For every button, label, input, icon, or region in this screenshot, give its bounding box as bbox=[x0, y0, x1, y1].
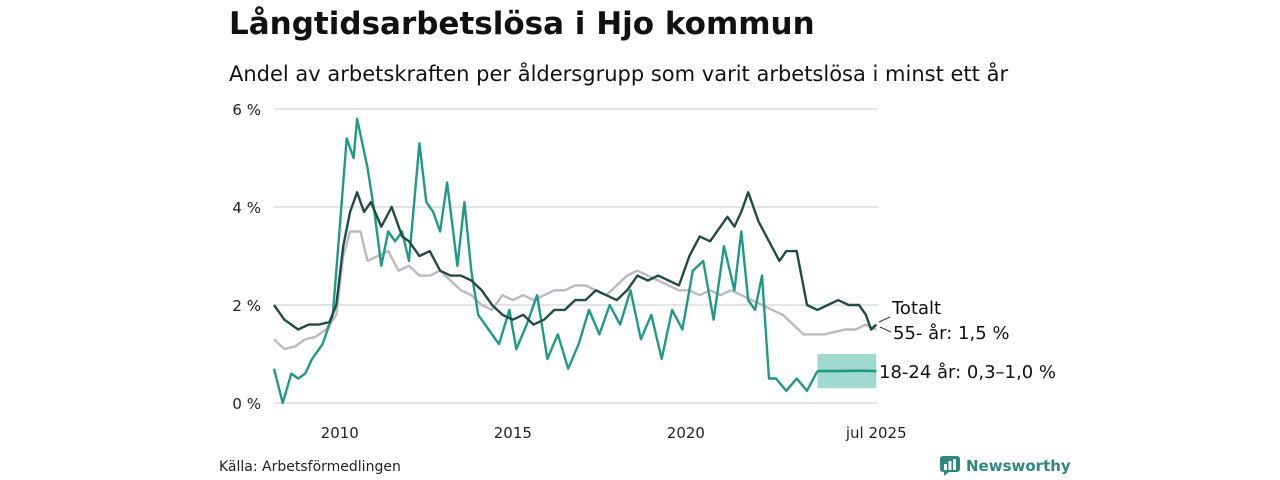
x-tick-label: 2015 bbox=[494, 424, 532, 442]
leader-line-55 bbox=[879, 326, 892, 333]
label-layer: 0 % 2 % 4 % 6 % 2010 2015 2020 jul 2025 Totalt 55… bbox=[232, 101, 1056, 442]
series-label-55: 55- år: 1,5 % bbox=[893, 323, 1009, 344]
brand-logo[interactable]: Newsworthy bbox=[940, 456, 1071, 476]
chart-subtitle: Andel av arbetskraften per åldersgrupp s… bbox=[229, 62, 1009, 86]
chart-title: Långtidsarbetslösa i Hjo kommun bbox=[229, 6, 815, 42]
series-line-55 bbox=[273, 230, 877, 351]
y-tick-label: 6 % bbox=[232, 101, 261, 119]
series-layer bbox=[272, 117, 878, 405]
series-line-18-24 bbox=[272, 117, 819, 405]
x-tick-label: 2020 bbox=[667, 424, 705, 442]
x-tick-label: jul 2025 bbox=[845, 424, 907, 442]
y-tick-label: 0 % bbox=[232, 395, 261, 413]
brand-name: Newsworthy bbox=[966, 457, 1071, 475]
x-tick-label: 2010 bbox=[321, 424, 359, 442]
series-label-18-24: 18-24 år: 0,3–1,0 % bbox=[879, 362, 1056, 383]
grid-lines bbox=[274, 108, 878, 404]
y-tick-label: 4 % bbox=[232, 199, 261, 217]
source-note: Källa: Arbetsförmedlingen bbox=[219, 459, 401, 475]
series-label-totalt: Totalt bbox=[891, 298, 941, 319]
series-line-totalt bbox=[273, 191, 878, 331]
y-tick-label: 2 % bbox=[232, 297, 261, 315]
leader-line-totalt bbox=[878, 316, 891, 323]
newsworthy-logo-icon bbox=[940, 456, 960, 476]
